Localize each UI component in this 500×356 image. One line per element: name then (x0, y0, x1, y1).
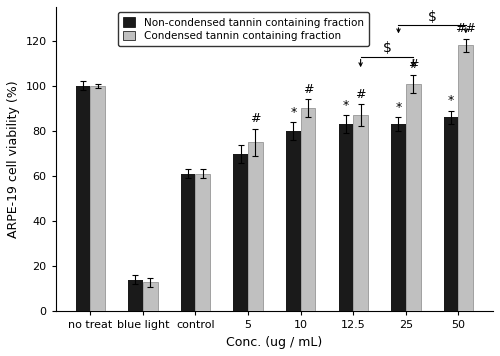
Text: *: * (396, 101, 402, 114)
Text: *: * (343, 99, 349, 112)
Bar (338, 124, 353, 312)
Bar (180, 174, 196, 312)
Bar (406, 84, 420, 312)
Bar (458, 45, 473, 312)
Bar (300, 109, 316, 312)
Text: #: # (250, 112, 260, 125)
Text: #: # (356, 88, 366, 100)
Bar (391, 124, 406, 312)
Bar (76, 86, 90, 312)
Text: #: # (303, 83, 314, 96)
X-axis label: Conc. (ug / mL): Conc. (ug / mL) (226, 336, 322, 349)
Bar (234, 153, 248, 312)
Text: #: # (408, 58, 418, 71)
Bar (354, 115, 368, 312)
Text: ##: ## (456, 22, 476, 35)
Text: $: $ (428, 10, 436, 24)
Bar (90, 86, 105, 312)
Bar (286, 131, 300, 312)
Bar (444, 117, 458, 312)
Text: *: * (448, 94, 454, 107)
Bar (196, 174, 210, 312)
Bar (143, 282, 158, 312)
Bar (248, 142, 263, 312)
Text: $: $ (382, 41, 392, 56)
Bar (128, 280, 143, 312)
Text: *: * (290, 106, 296, 119)
Y-axis label: ARPE-19 cell viability (%): ARPE-19 cell viability (%) (7, 80, 20, 238)
Legend: Non-condensed tannin containing fraction, Condensed tannin containing fraction: Non-condensed tannin containing fraction… (118, 12, 369, 46)
